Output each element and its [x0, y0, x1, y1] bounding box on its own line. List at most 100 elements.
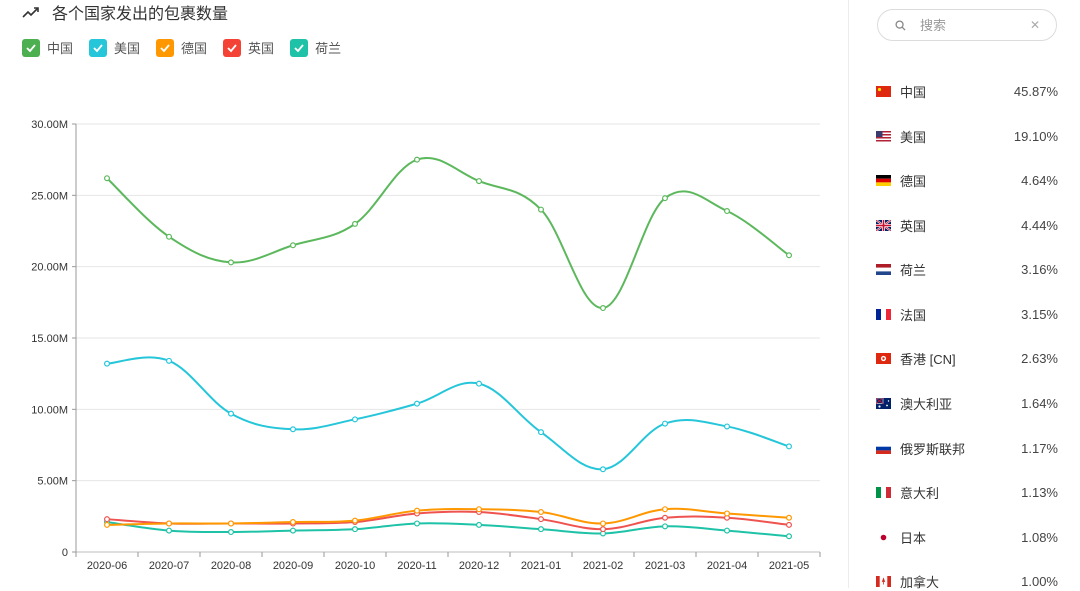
- country-row[interactable]: 日本 1.08%: [849, 527, 1080, 547]
- data-point: [352, 517, 359, 524]
- country-name: 日本: [900, 530, 927, 546]
- check-icon: [156, 38, 175, 57]
- x-tick-label: 2020-12: [459, 560, 499, 572]
- data-point: [785, 514, 792, 521]
- series-line-荷兰: [106, 521, 790, 538]
- country-row[interactable]: 美国 19.10%: [849, 126, 1080, 146]
- country-row[interactable]: 俄罗斯联邦 1.17%: [849, 438, 1080, 458]
- legend-item-2[interactable]: 德国: [156, 38, 207, 57]
- country-name: 法国: [900, 307, 927, 323]
- country-name: 美国: [900, 129, 927, 145]
- country-name: 德国: [900, 173, 927, 189]
- data-point: [476, 521, 483, 528]
- data-point: [228, 529, 235, 536]
- data-point: [537, 206, 544, 213]
- country-row[interactable]: 荷兰 3.16%: [849, 259, 1080, 279]
- chart-header: 各个国家发出的包裹数量: [22, 1, 228, 23]
- data-point: [166, 233, 173, 240]
- flag-cn-icon: [876, 85, 891, 97]
- country-panel: ✕ 中国 45.87% 美国 19.10% 德国 4.64% 英国 4.44% 荷兰 3.16% 法…: [849, 0, 1080, 591]
- flag-de-icon: [876, 174, 891, 186]
- data-point: [661, 506, 668, 513]
- country-percent: 1.17%: [1021, 440, 1058, 456]
- flag-fr-icon: [876, 308, 891, 320]
- data-point: [476, 380, 483, 387]
- check-icon: [290, 38, 309, 57]
- data-point: [537, 509, 544, 516]
- data-point: [599, 520, 606, 527]
- y-tick-label: 20.00M: [31, 262, 68, 274]
- flag-hk-icon: [876, 352, 891, 364]
- data-point: [103, 360, 110, 367]
- trending-up-icon: [22, 7, 39, 18]
- search-icon: [895, 19, 906, 31]
- legend-label: 美国: [114, 41, 141, 56]
- country-percent: 1.64%: [1021, 395, 1058, 411]
- country-percent: 4.64%: [1021, 172, 1058, 188]
- legend-item-4[interactable]: 荷兰: [290, 38, 341, 57]
- flag-au-icon: [876, 397, 891, 409]
- flag-ca-icon: [876, 575, 891, 587]
- data-point: [414, 156, 421, 163]
- country-percent: 3.15%: [1021, 306, 1058, 322]
- y-tick-label: 15.00M: [31, 333, 68, 345]
- x-tick-label: 2021-03: [645, 560, 685, 572]
- data-point: [290, 426, 297, 433]
- legend-label: 德国: [181, 41, 208, 56]
- data-point: [537, 516, 544, 523]
- data-point: [599, 466, 606, 473]
- data-point: [414, 400, 421, 407]
- legend-item-0[interactable]: 中国: [22, 38, 73, 57]
- data-point: [785, 252, 792, 259]
- page-title: 各个国家发出的包裹数量: [52, 6, 229, 23]
- data-point: [103, 521, 110, 528]
- data-point: [414, 520, 421, 527]
- country-row[interactable]: 加拿大 1.00%: [849, 571, 1080, 591]
- x-tick-label: 2020-07: [149, 560, 189, 572]
- flag-ru-icon: [876, 442, 891, 454]
- check-icon: [22, 38, 40, 57]
- legend-item-3[interactable]: 英国: [223, 38, 274, 57]
- country-row[interactable]: 香港 [CN] 2.63%: [849, 348, 1080, 368]
- flag-us-icon: [876, 130, 891, 142]
- legend-label: 荷兰: [315, 41, 342, 56]
- country-row[interactable]: 英国 4.44%: [849, 215, 1080, 235]
- data-point: [661, 195, 668, 202]
- data-point: [414, 507, 421, 514]
- country-row[interactable]: 法国 3.15%: [849, 304, 1080, 324]
- x-tick-label: 2021-05: [769, 560, 809, 572]
- flag-nl-icon: [876, 263, 891, 275]
- country-row[interactable]: 德国 4.64%: [849, 170, 1080, 190]
- data-point: [661, 420, 668, 427]
- data-point: [352, 526, 359, 533]
- data-point: [103, 516, 110, 523]
- data-point: [599, 305, 606, 312]
- search-input[interactable]: [918, 16, 1022, 34]
- x-tick-label: 2021-04: [707, 560, 747, 572]
- country-percent: 19.10%: [1013, 128, 1058, 144]
- series-line-美国: [106, 356, 790, 471]
- legend-item-1[interactable]: 美国: [89, 38, 140, 57]
- data-point: [661, 514, 668, 521]
- country-percent: 4.44%: [1021, 217, 1058, 233]
- country-name: 澳大利亚: [900, 396, 953, 412]
- data-point: [476, 506, 483, 513]
- data-point: [352, 416, 359, 423]
- search-box[interactable]: ✕: [877, 9, 1057, 41]
- close-icon[interactable]: ✕: [1029, 18, 1040, 32]
- data-point: [228, 259, 235, 266]
- x-tick-label: 2020-06: [87, 560, 127, 572]
- country-percent: 3.16%: [1021, 261, 1058, 277]
- x-tick-label: 2020-10: [335, 560, 375, 572]
- chart-panel: 各个国家发出的包裹数量 中国 美国 德国 英国 荷兰 0 5.00M 10.00M 15.00…: [22, 1, 821, 572]
- country-row[interactable]: 意大利 1.13%: [849, 482, 1080, 502]
- x-tick-label: 2021-02: [583, 560, 623, 572]
- data-point: [290, 519, 297, 526]
- country-row[interactable]: 澳大利亚 1.64%: [849, 393, 1080, 413]
- data-point: [599, 526, 606, 533]
- country-row[interactable]: 中国 45.87%: [849, 81, 1080, 101]
- country-percent: 1.00%: [1021, 573, 1058, 589]
- data-point: [723, 208, 730, 215]
- y-tick-label: 5.00M: [37, 476, 68, 488]
- chart-legend: 中国 美国 德国 英国 荷兰: [22, 38, 357, 57]
